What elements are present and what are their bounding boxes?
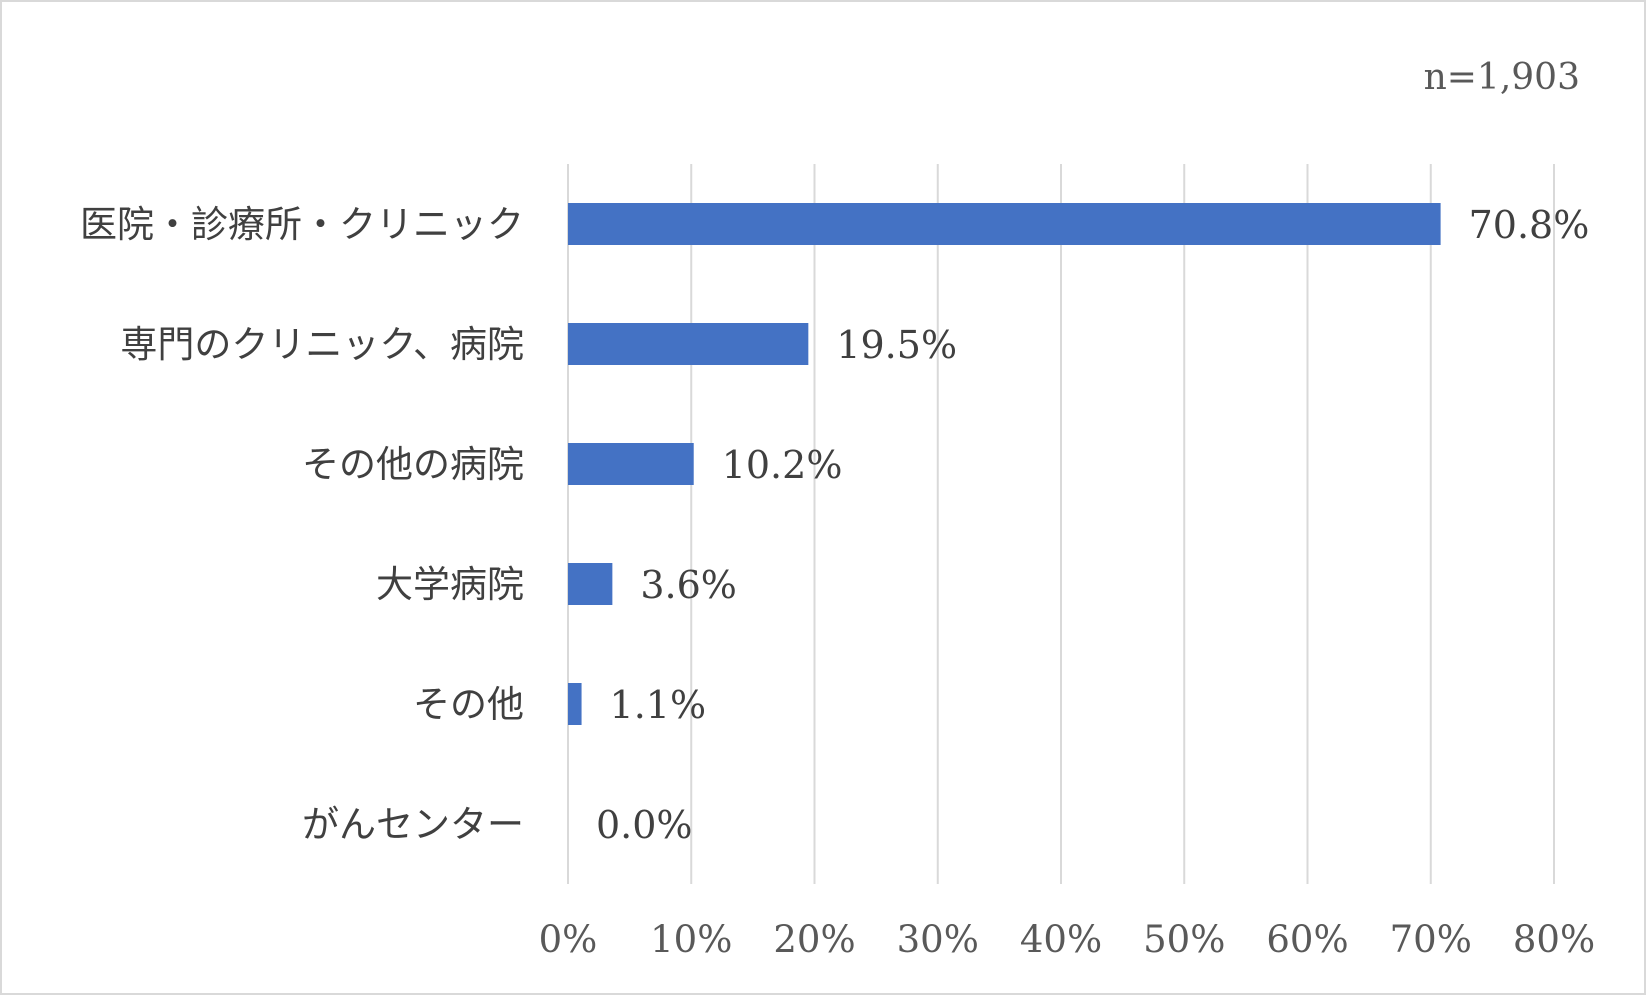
category-label: がんセンター xyxy=(302,803,524,846)
x-tick-label: 0% xyxy=(539,918,598,961)
sample-size-note: n=1,903 xyxy=(1424,57,1580,98)
x-tick-label: 60% xyxy=(1266,918,1348,961)
category-label: その他の病院 xyxy=(302,443,524,486)
data-label: 0.0% xyxy=(596,803,693,847)
bar xyxy=(568,443,694,485)
x-tick-label: 80% xyxy=(1513,918,1595,961)
bar xyxy=(568,323,809,365)
x-tick-label: 10% xyxy=(650,918,732,961)
category-label: 医院・診療所・クリニック xyxy=(80,203,524,246)
grid-lines xyxy=(567,164,1555,884)
category-label: 専門のクリニック、病院 xyxy=(120,323,524,366)
x-tick-label: 40% xyxy=(1020,918,1102,961)
data-label: 10.2% xyxy=(722,443,843,487)
x-tick-label: 20% xyxy=(773,918,855,961)
labels: 0% 10% 20% 30% 40% 50% 60% 70% 80% 医院・診療所・クリニック 70… xyxy=(80,203,1595,961)
bar xyxy=(568,203,1441,245)
x-tick-label: 70% xyxy=(1390,918,1472,961)
data-label: 3.6% xyxy=(640,563,737,607)
bars xyxy=(568,203,1441,725)
x-tick-label: 50% xyxy=(1143,918,1225,961)
x-tick-label: 30% xyxy=(897,918,979,961)
data-label: 19.5% xyxy=(836,323,957,367)
bar xyxy=(568,563,613,605)
bar xyxy=(568,683,582,725)
data-label: 70.8% xyxy=(1469,203,1590,247)
data-label: 1.1% xyxy=(610,683,707,727)
category-label: その他 xyxy=(413,683,524,726)
category-label: 大学病院 xyxy=(376,563,524,606)
